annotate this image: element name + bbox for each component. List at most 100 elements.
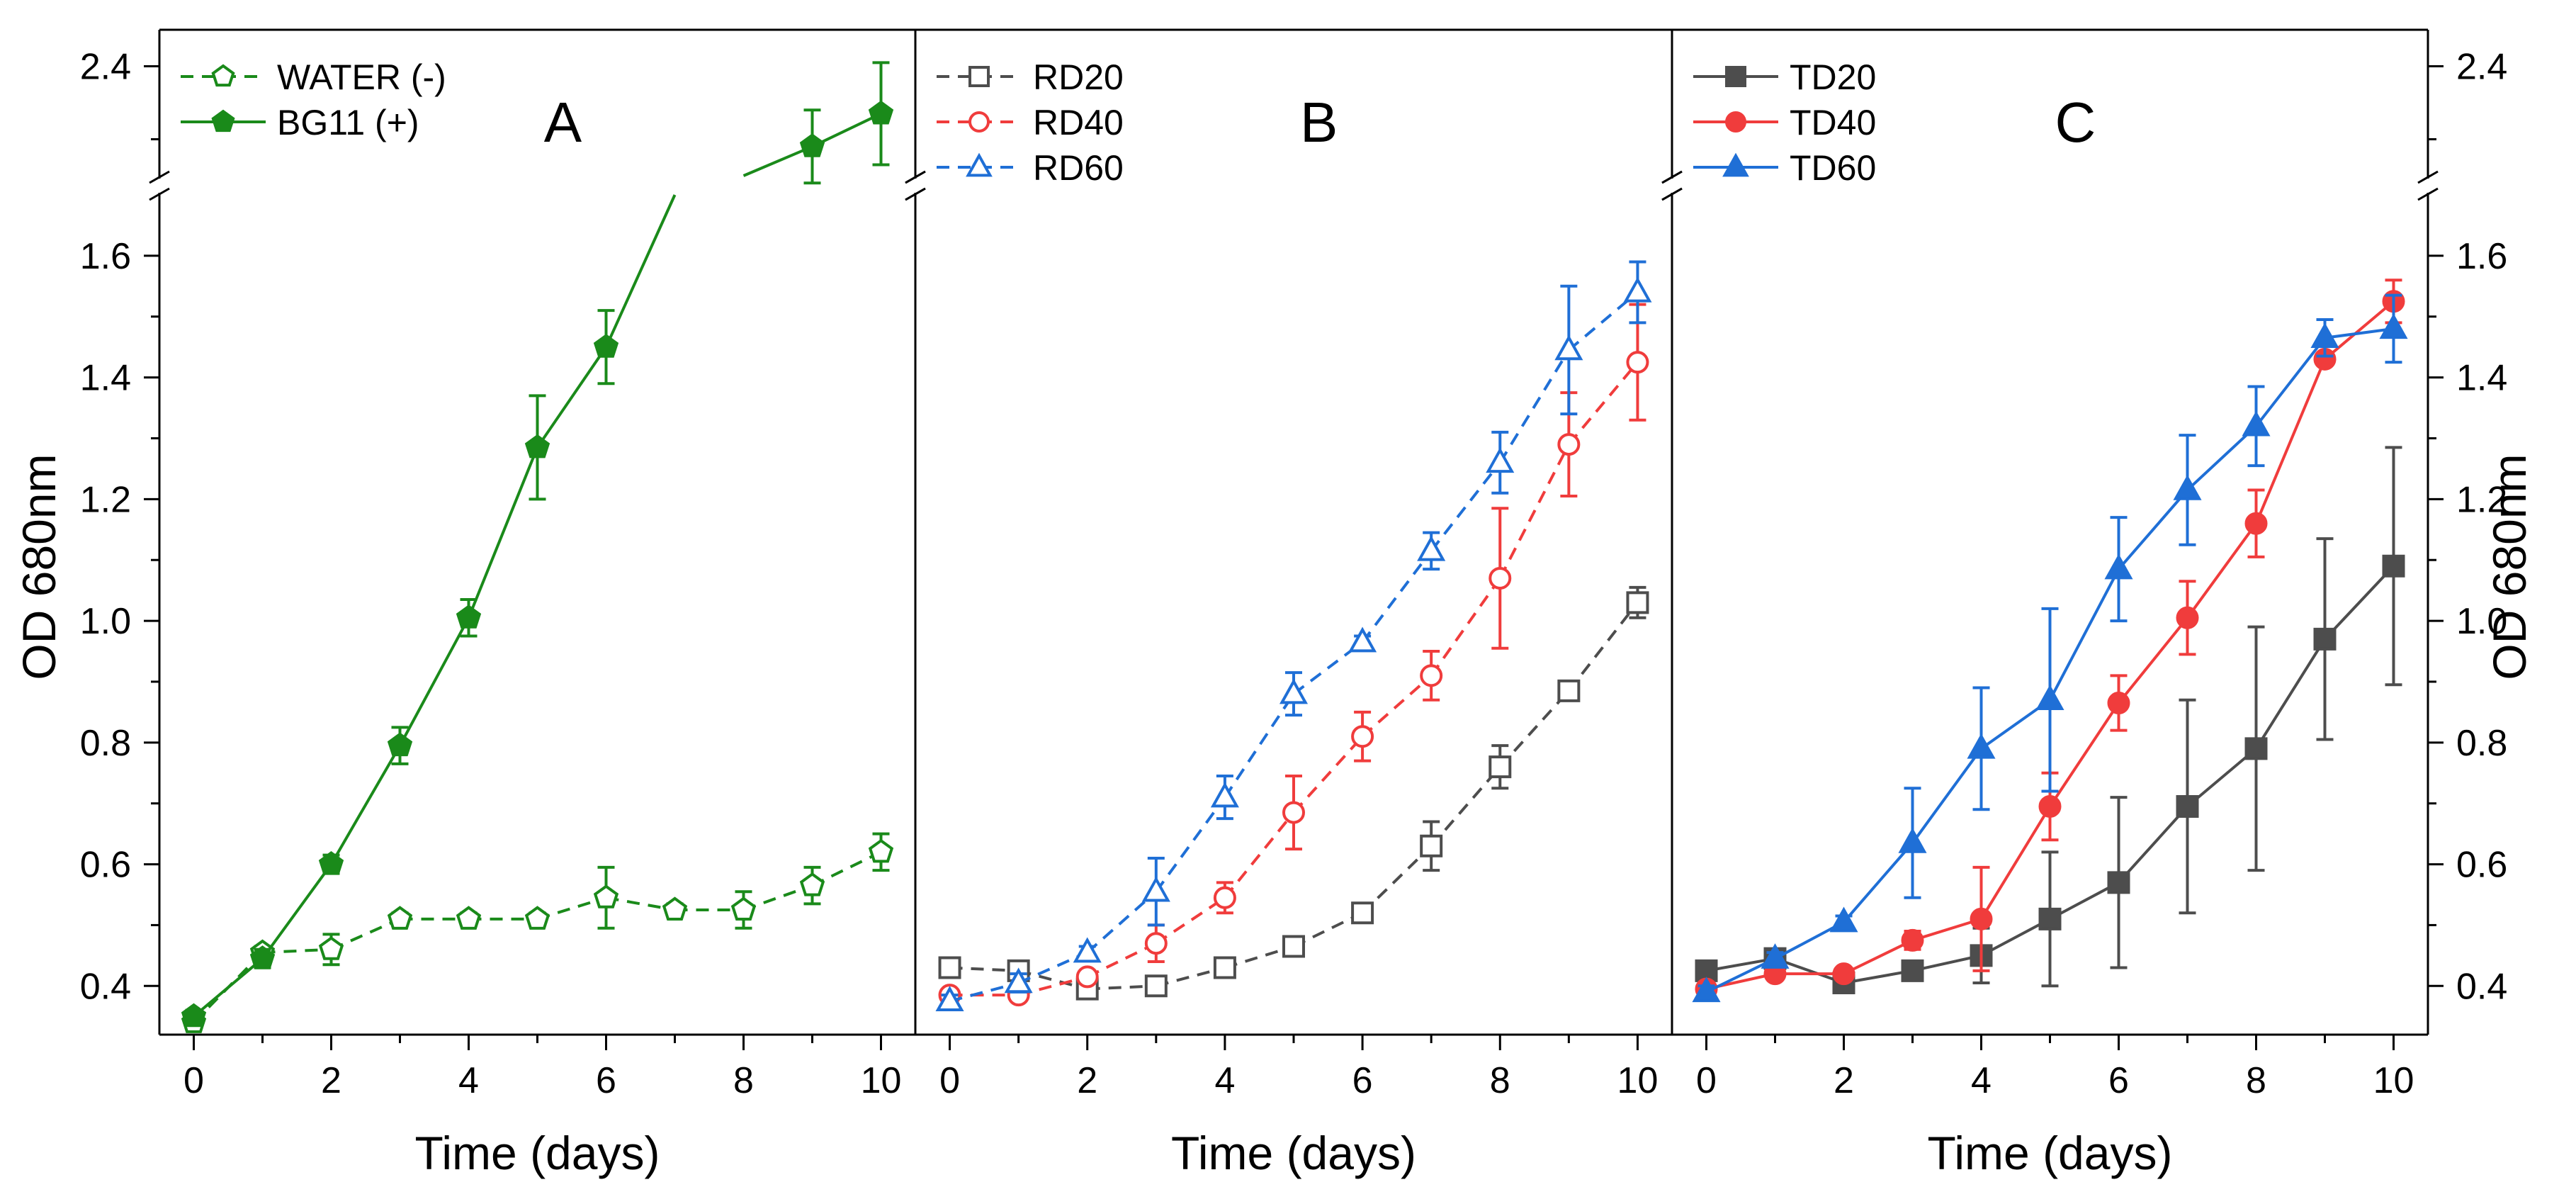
series-line: [1498, 690, 1570, 768]
data-point: [1626, 351, 1649, 374]
y-tick-label: 1.2: [2456, 479, 2507, 520]
series-line: [1842, 842, 1914, 923]
series-line: [2324, 300, 2395, 361]
series-line: [1155, 896, 1226, 945]
series-line: [1086, 890, 1158, 954]
series-line: [467, 446, 539, 619]
legend-marker: [211, 64, 235, 87]
x-tick-label: 2: [1834, 1060, 1854, 1101]
data-point: [1626, 591, 1649, 614]
series-line: [2324, 327, 2394, 339]
series-line: [811, 850, 882, 887]
series-line: [1430, 461, 1501, 552]
series-line: [2186, 424, 2257, 491]
legend-marker: [1722, 152, 1749, 177]
series-line: [1155, 796, 1226, 893]
legend-label: BG11 (+): [277, 103, 419, 142]
data-point: [593, 334, 619, 358]
data-point: [1554, 334, 1583, 361]
series-line: [1018, 969, 1088, 991]
data-point: [181, 1003, 207, 1028]
y-tick-label: 0.4: [2456, 966, 2507, 1007]
data-point: [2173, 474, 2202, 500]
data-point: [2176, 794, 2199, 818]
data-point: [2107, 692, 2130, 715]
series-line: [1017, 951, 1088, 984]
data-point: [1420, 834, 1443, 857]
data-point: [1282, 935, 1305, 958]
x-tick-label: 0: [1696, 1060, 1717, 1101]
x-tick-label: 4: [1214, 1060, 1235, 1101]
legend-marker: [1725, 66, 1746, 87]
series-line: [1911, 917, 1982, 942]
axis-break-mark: [905, 187, 926, 201]
series-line: [949, 981, 1019, 1003]
panel-letter: A: [544, 91, 582, 154]
legend-marker: [211, 109, 235, 133]
panel-B: 0 2 4 6 8 10 Time (days) B RD20 RD40 RD60: [905, 28, 1683, 1179]
data-point: [1144, 974, 1168, 998]
y-tick-label: 1.4: [80, 358, 131, 399]
series-line: [2254, 337, 2327, 427]
legend: TD20 TD40 TD60: [1693, 57, 1876, 188]
data-point: [524, 434, 550, 459]
data-point: [1141, 876, 1170, 902]
data-point: [1829, 906, 1858, 933]
series-line: [1706, 957, 1775, 972]
legend-label: TD40: [1790, 103, 1876, 142]
legend-marker: [1725, 111, 1746, 133]
series-line: [2324, 565, 2395, 641]
y-axis-label-left: OD 680nm: [13, 454, 65, 680]
legend-marker: [966, 152, 993, 177]
panel-C: 0 2 4 6 8 10 Time (days) 0.4 0.6 0.8 1.0 1.2 1.4 1.6 2…: [1661, 28, 2507, 1179]
series-line: [811, 112, 882, 148]
series-line: [2048, 702, 2120, 808]
legend: RD20 RD40 RD60: [937, 57, 1124, 188]
data-point: [249, 945, 276, 969]
x-axis-label: Time (days): [1928, 1127, 2173, 1179]
axis-break-mark: [2417, 187, 2439, 201]
series-line: [329, 745, 402, 865]
series-line: [1567, 361, 1639, 446]
data-point: [1351, 725, 1374, 748]
series-line: [261, 863, 333, 960]
data-point: [593, 884, 619, 908]
data-point: [1348, 626, 1377, 653]
x-tick-label: 8: [733, 1060, 754, 1101]
x-tick-label: 4: [1971, 1060, 1992, 1101]
data-point: [1695, 959, 1718, 982]
x-tick-label: 6: [2108, 1060, 2129, 1101]
x-tick-label: 10: [861, 1060, 902, 1101]
data-point: [1279, 678, 1309, 704]
series-line: [1292, 735, 1364, 814]
data-point: [1004, 967, 1033, 994]
series-line: [1911, 748, 1983, 844]
y-tick-label: 0.4: [80, 966, 131, 1007]
data-point: [2379, 313, 2408, 339]
data-point: [1488, 566, 1512, 590]
data-point: [2244, 737, 2268, 760]
data-point: [938, 956, 961, 979]
data-point: [1970, 907, 1993, 930]
data-point: [1901, 928, 1924, 952]
data-point: [868, 838, 894, 863]
plot-layer: 0 2 4 6 8 10 Time (days) 0.4 0.6 0.8 1.0 1.2 1.4 1.6 2…: [80, 28, 2507, 1179]
data-point: [524, 906, 550, 930]
data-point: [2038, 907, 2062, 930]
y-tick-label: 1.0: [2456, 601, 2507, 642]
data-point: [1898, 827, 1927, 853]
panel-letter: C: [2055, 91, 2096, 154]
x-tick-label: 8: [1490, 1060, 1510, 1101]
data-point: [2038, 794, 2062, 818]
legend-label: RD60: [1033, 148, 1124, 188]
series-line: [1293, 911, 1363, 948]
x-tick-label: 0: [939, 1060, 960, 1101]
legend-marker: [968, 66, 990, 87]
legend: WATER (-) BG11 (+): [181, 57, 446, 142]
x-tick-label: 10: [2373, 1060, 2414, 1101]
series-line: [2048, 568, 2120, 701]
x-axis-label: Time (days): [1171, 1127, 1416, 1179]
data-point: [799, 872, 825, 896]
data-point: [1210, 782, 1239, 808]
